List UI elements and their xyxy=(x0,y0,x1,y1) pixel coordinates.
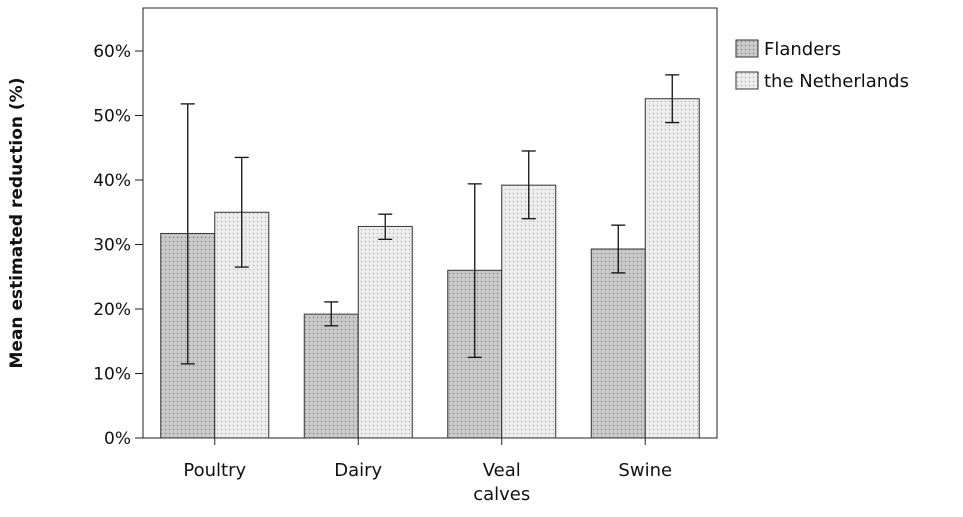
y-tick-label: 50% xyxy=(93,107,131,127)
error-bar-series1-cat2 xyxy=(521,150,536,220)
x-tick-label: Veal calves xyxy=(473,460,530,505)
plot-frame xyxy=(142,7,718,439)
legend-label: Flanders xyxy=(764,39,841,60)
legend: Flanders the Netherlands xyxy=(735,39,909,92)
y-tick-label: 60% xyxy=(93,42,131,62)
error-bar-series0-cat3 xyxy=(611,224,626,274)
error-bar-series1-cat0 xyxy=(234,156,249,268)
error-bar-series1-cat3 xyxy=(665,74,680,124)
bar-series1-cat2 xyxy=(501,184,557,439)
y-tick-label: 0% xyxy=(104,429,131,449)
y-tick-label: 30% xyxy=(93,236,131,256)
legend-item: Flanders xyxy=(735,39,841,60)
legend-swatch xyxy=(735,71,759,90)
error-bars xyxy=(180,74,680,365)
bar-series0-cat3 xyxy=(590,248,646,439)
bar-series0-cat1 xyxy=(303,313,359,439)
legend-label: the Netherlands xyxy=(764,71,909,92)
error-bar-series0-cat0 xyxy=(180,103,195,365)
x-tick-label: Swine xyxy=(618,460,672,481)
y-tick-label: 10% xyxy=(93,365,131,385)
x-tick-label: Dairy xyxy=(334,460,382,481)
y-axis-title: Mean estimated reduction (%) xyxy=(7,78,27,369)
y-axis: 0% 10% 20% 30% 40% 50% 60% xyxy=(93,42,143,449)
y-tick-label: 20% xyxy=(93,300,131,320)
legend-swatch xyxy=(735,39,759,58)
x-tick-label: Poultry xyxy=(183,460,246,481)
error-bar-series0-cat1 xyxy=(324,301,339,327)
bar-series1-cat1 xyxy=(357,225,413,439)
bars xyxy=(160,98,700,439)
bar-series1-cat3 xyxy=(644,98,700,439)
legend-item: the Netherlands xyxy=(735,71,909,92)
error-bar-series0-cat2 xyxy=(467,183,482,359)
error-bar-series1-cat1 xyxy=(378,213,393,240)
x-axis: Poultry Dairy Veal calves Swine xyxy=(183,438,672,505)
y-tick-label: 40% xyxy=(93,171,131,191)
